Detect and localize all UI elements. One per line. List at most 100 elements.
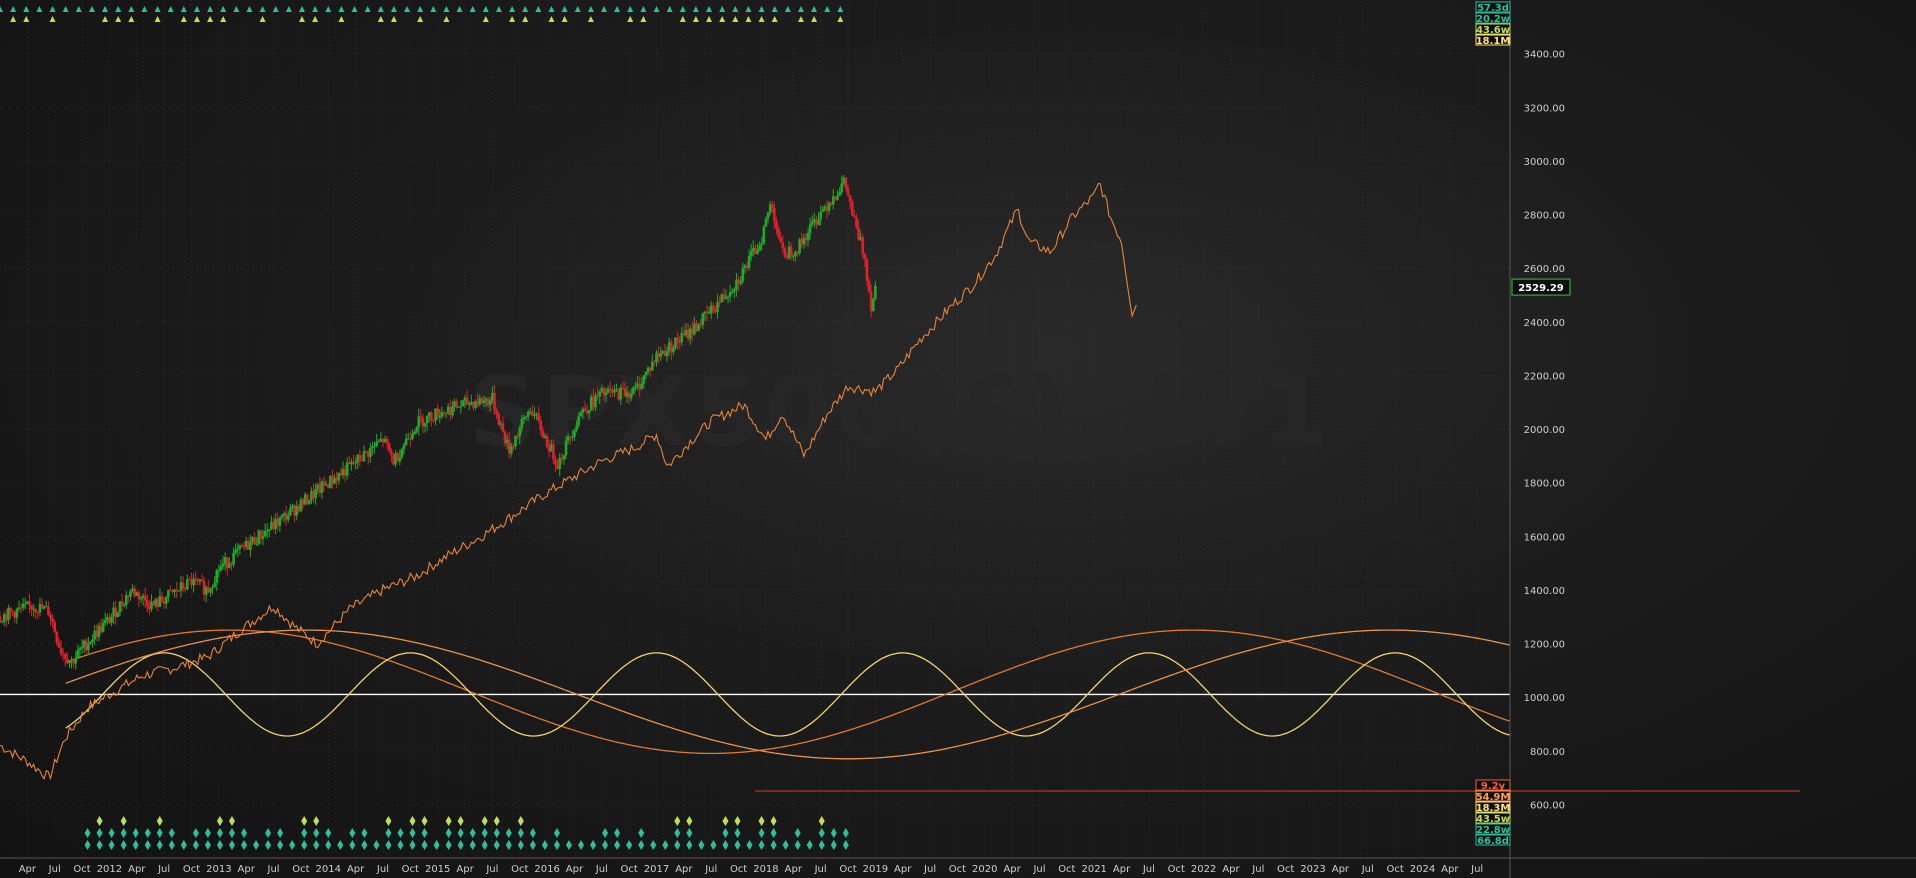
- price-bar-body: [59, 647, 63, 654]
- price-bar-body: [583, 408, 587, 411]
- price-bar-body: [127, 595, 130, 597]
- price-bar-body: [66, 658, 69, 664]
- price-bar-body: [857, 227, 860, 240]
- price-bar-body: [156, 599, 160, 608]
- cycle-length-badge: [1475, 812, 1511, 824]
- price-bar-body: [802, 237, 806, 245]
- signal-diamond-marker: [553, 840, 560, 850]
- price-bar-body: [592, 396, 595, 408]
- price-bar-body: [474, 401, 477, 408]
- signal-diamond-marker: [770, 840, 777, 850]
- price-bar-body: [183, 588, 187, 590]
- signal-diamond-marker: [421, 828, 428, 838]
- price-bar-body: [242, 546, 246, 548]
- price-bar-body: [333, 477, 336, 484]
- price-bar-body: [385, 438, 389, 444]
- signal-triangle-marker: [811, 16, 818, 22]
- signal-diamond-marker: [818, 840, 825, 850]
- signal-triangle-marker: [706, 6, 713, 12]
- price-bar-body: [148, 606, 151, 610]
- price-bar-body: [478, 398, 482, 405]
- projection-layer: [0, 182, 1137, 781]
- price-bar-body: [387, 443, 391, 451]
- signal-diamond-marker: [349, 828, 356, 838]
- price-bar-body: [255, 543, 259, 545]
- signal-diamond-marker: [228, 828, 235, 838]
- price-bar-body: [162, 601, 166, 604]
- price-bar-body: [514, 436, 517, 447]
- x-tick-label: Oct: [1168, 864, 1185, 875]
- price-bar-body: [796, 252, 799, 254]
- price-bar-body: [51, 618, 54, 623]
- signal-triangle-marker: [351, 6, 358, 12]
- signal-triangle-marker: [482, 6, 489, 12]
- price-bar-body: [221, 563, 225, 567]
- price-bar-body: [741, 268, 745, 282]
- grid-layer: [0, 0, 1800, 858]
- price-bar-body: [518, 428, 522, 437]
- price-bar-body: [722, 294, 726, 299]
- price-bar-body: [305, 494, 309, 504]
- price-bar-body: [110, 616, 113, 623]
- signal-triangle-marker: [824, 6, 831, 12]
- price-bar-body: [766, 212, 770, 219]
- signal-diamond-marker: [385, 828, 392, 838]
- price-bar-body: [95, 630, 99, 637]
- x-tick-label: 2013: [206, 864, 231, 875]
- signal-diamond-marker: [228, 840, 235, 850]
- signal-triangle-marker: [627, 6, 634, 12]
- x-tick-label: Apr: [128, 864, 146, 875]
- price-bar-body: [293, 505, 296, 516]
- price-bar-body: [621, 387, 625, 389]
- signal-diamond-marker: [385, 816, 392, 826]
- signal-triangle-marker: [811, 6, 818, 12]
- price-bar-body: [190, 579, 193, 586]
- signal-triangle-marker: [561, 6, 568, 12]
- price-bar-body: [366, 451, 370, 457]
- price-bar-body: [400, 449, 404, 458]
- x-tick-label: Jul: [1251, 864, 1264, 875]
- price-bar-body: [274, 518, 277, 529]
- price-bar-body: [781, 242, 785, 249]
- price-bar-body: [684, 330, 688, 336]
- price-bar-body: [272, 521, 275, 529]
- signal-diamond-marker: [517, 828, 524, 838]
- cycle-length-badge: [1475, 1, 1511, 13]
- price-bar-body: [209, 588, 212, 593]
- price-bar-body: [791, 255, 795, 257]
- signal-triangle-marker: [141, 6, 148, 12]
- x-tick-label: 2015: [425, 864, 450, 875]
- price-bar-body: [716, 301, 719, 312]
- x-tick-label: Apr: [1441, 864, 1459, 875]
- price-bar-body: [213, 583, 216, 588]
- price-bar-body: [724, 296, 728, 299]
- price-bar-body: [196, 579, 200, 582]
- price-bar-body: [114, 607, 118, 618]
- price-bar-body: [768, 204, 772, 213]
- price-bar-body: [777, 228, 780, 238]
- price-bar-body: [665, 350, 669, 357]
- signal-triangle-marker: [75, 6, 82, 12]
- signal-diamond-marker: [192, 828, 199, 838]
- signal-diamond-marker: [445, 828, 452, 838]
- price-bar-body: [575, 425, 578, 431]
- price-bar-body: [379, 438, 383, 442]
- signal-diamond-marker: [818, 828, 825, 838]
- price-bar-body: [15, 609, 19, 618]
- cycle-wave-3: [65, 629, 1511, 760]
- cycle-length-text: 9.2y: [1481, 781, 1506, 792]
- signal-diamond-marker: [517, 840, 524, 850]
- x-tick-label: Jul: [485, 864, 498, 875]
- price-bar-body: [770, 204, 774, 208]
- price-bar-body: [834, 196, 837, 200]
- signal-diamond-marker: [457, 816, 464, 826]
- signal-triangle-marker: [601, 6, 607, 12]
- price-bar-body: [465, 397, 469, 405]
- price-bar-body: [524, 416, 528, 418]
- signal-diamond-marker: [734, 816, 741, 826]
- signal-triangle-marker: [692, 6, 699, 12]
- price-bar-body: [749, 251, 753, 256]
- signal-diamond-marker: [96, 828, 103, 838]
- x-tick-label: Apr: [1003, 864, 1021, 875]
